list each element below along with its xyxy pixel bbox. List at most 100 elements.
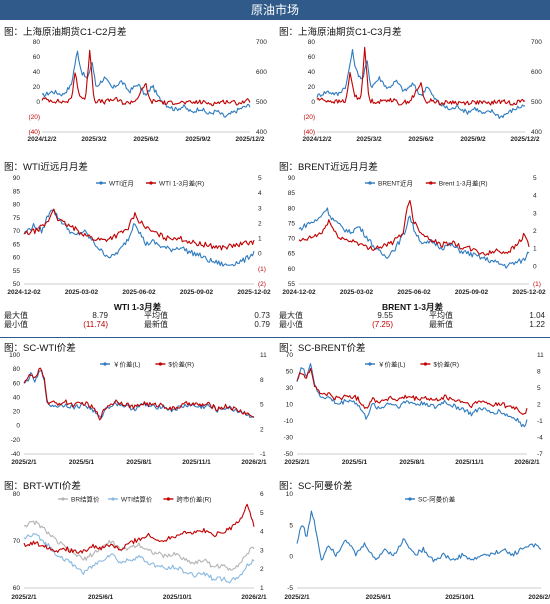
legend-marker xyxy=(158,362,162,366)
y-tick-label-right: 5 xyxy=(537,385,541,392)
chart-wti-spread: 90 85 80 75 70 65 60 55 50 5 4 3 2 1 0 (1) (2) 2024-12-02… xyxy=(7,175,271,296)
stat-value: 0.79 xyxy=(254,320,270,329)
y-tick-label-left: 30 xyxy=(286,385,294,392)
y-tick-label-right: 400 xyxy=(256,129,267,136)
legend-marker xyxy=(149,181,153,185)
panel-title-wti-spread: 图：WTI近远月月差 xyxy=(4,162,88,173)
legend-label: $价差(R) xyxy=(433,359,459,368)
y-tick-label-left: 0 xyxy=(16,423,20,430)
stat-value: 9.55 xyxy=(377,311,393,320)
y-tick-label-left: 80 xyxy=(33,39,41,46)
y-tick-label-left: 10 xyxy=(286,491,294,498)
y-tick-label-left: 70 xyxy=(286,352,294,359)
panel-title-sc-brent: 图：SC-BRENT价差 xyxy=(279,343,366,354)
y-tick-label-right: 11 xyxy=(260,352,267,359)
legend-marker xyxy=(368,181,372,185)
y-tick-label-left: 85 xyxy=(13,188,21,195)
y-tick-label-right: 2 xyxy=(260,426,264,433)
x-tick-label: 2024-12-02 xyxy=(282,289,316,296)
y-tick-label-right: 6 xyxy=(260,491,264,498)
x-tick-label: 2025-12-02 xyxy=(237,289,271,296)
y-tick-label-left: 50 xyxy=(286,369,294,376)
x-tick-label: 2025-06-02 xyxy=(122,289,156,296)
chart-sc-c1c3: 80 60 40 20 0 (20) (40) 700 600 500 400 2024/12/2 20… xyxy=(303,39,543,143)
y-tick-label-left: 10 xyxy=(286,402,294,409)
series-line xyxy=(41,49,251,107)
x-tick-label: 2025-03-02 xyxy=(65,289,99,296)
y-tick-label-left: 80 xyxy=(308,39,316,46)
y-tick-label-right: 2 xyxy=(258,220,262,227)
legend-marker xyxy=(408,497,412,501)
y-tick-label-right: 3 xyxy=(260,547,264,554)
series-line xyxy=(298,199,530,256)
y-tick-label-right: 700 xyxy=(256,39,267,46)
x-tick-label: 2025/6/2 xyxy=(133,136,159,143)
y-tick-label-right: 5 xyxy=(533,175,537,182)
y-tick-label-right: (1) xyxy=(258,266,266,273)
y-tick-label-left: 80 xyxy=(13,366,21,373)
series-line xyxy=(23,520,255,571)
x-tick-label: 2025/2/1 xyxy=(284,594,310,601)
y-tick-label-right: (1) xyxy=(533,281,541,288)
chart-sc-wti: 100 80 60 40 20 0 -20 -40 11 8 5 2 -1 2025/2/1 2025/5/… xyxy=(9,352,267,466)
x-tick-label: 2025/11/1 xyxy=(455,459,484,466)
y-tick-label-left: 20 xyxy=(33,84,41,91)
y-tick-label-left: 85 xyxy=(288,190,296,197)
y-tick-label-left: 100 xyxy=(9,352,20,359)
y-tick-label-right: 3 xyxy=(258,205,262,212)
wti-stats-title: WTI 1-3月差 xyxy=(113,302,162,312)
chart-sc-c1c2: 80 60 40 20 0 (20) (40) 700 600 500 400 2024/12/2 20… xyxy=(28,39,268,143)
legend-label: SC-阿曼价差 xyxy=(418,494,456,503)
y-tick-label-right: 4 xyxy=(533,193,537,200)
y-tick-label-right: -1 xyxy=(537,418,543,425)
y-tick-label-left: -20 xyxy=(11,437,21,444)
y-tick-label-left: -50 xyxy=(284,451,294,458)
x-tick-label: 2026/2/1 xyxy=(528,594,550,601)
y-tick-label-left: 70 xyxy=(13,228,21,235)
x-tick-label: 2025/11/1 xyxy=(182,459,211,466)
legend-label: 跨市价差(R) xyxy=(176,494,211,503)
series-line xyxy=(296,367,528,415)
series-line xyxy=(23,503,255,554)
y-tick-label-right: 0 xyxy=(533,263,537,270)
stat-label: 平均值 xyxy=(144,311,168,320)
legend-label: BR结算价 xyxy=(71,494,100,503)
stat-value: (7.25) xyxy=(372,320,393,329)
y-tick-label-left: 5 xyxy=(289,522,293,529)
x-tick-label: 2025-09-02 xyxy=(180,289,214,296)
y-tick-label-right: 2 xyxy=(537,402,541,409)
x-tick-label: 2025/6/2 xyxy=(408,136,434,143)
x-tick-label: 2025/6/1 xyxy=(366,594,392,601)
x-tick-label: 2025/8/1 xyxy=(126,459,152,466)
x-tick-label: 2026/2/1 xyxy=(241,594,267,601)
y-tick-label-left: 80 xyxy=(13,202,21,209)
panel-title-sc-c1c3: 图：上海原油期货C1-C3月差 xyxy=(279,27,402,38)
panel-title-sc-oman: 图：SC-阿曼价差 xyxy=(279,481,353,492)
stat-value: 0.73 xyxy=(254,311,270,320)
series-line xyxy=(23,208,255,251)
brent-stats-table: 最大值 9.55 平均值 1.04 最小值 (7.25) 最新值 1.22 xyxy=(277,311,547,329)
legend-label: ￥价差(L) xyxy=(378,359,405,368)
y-tick-label-left: (40) xyxy=(303,129,315,136)
y-tick-label-right: 8 xyxy=(537,369,541,376)
y-tick-label-right: 5 xyxy=(260,510,264,517)
y-tick-label-left: 20 xyxy=(308,84,316,91)
x-tick-label: 2025/9/2 xyxy=(185,136,211,143)
y-tick-label-left: 90 xyxy=(13,175,21,182)
wti-stats-table: 最大值 8.79 平均值 0.73 最小值 (11.74) 最新值 0.79 xyxy=(2,311,272,329)
y-tick-label-left: 65 xyxy=(288,251,296,258)
legend-label: WTI结算价 xyxy=(121,494,153,503)
series-line xyxy=(298,207,530,269)
y-tick-label-left: -10 xyxy=(284,418,294,425)
brent-stats-title: BRENT 1-3月差 xyxy=(382,302,443,312)
stat-value: (11.74) xyxy=(83,320,108,329)
chart-brt-wti: 80 70 60 6 5 4 3 2 1 2025/2/1 2025/6/1 2025/10/1 202… xyxy=(11,491,267,601)
x-tick-label: 2025/10/1 xyxy=(163,594,192,601)
y-tick-label-left: 80 xyxy=(288,205,296,212)
y-tick-label-left: 60 xyxy=(308,54,316,61)
stat-label: 最大值 xyxy=(279,311,303,320)
panel-title-brent-spread: 图：BRENT近远月月差 xyxy=(279,162,378,173)
y-tick-label-left: 40 xyxy=(33,69,41,76)
series-line xyxy=(41,50,251,118)
y-tick-label-right: 11 xyxy=(537,352,544,359)
